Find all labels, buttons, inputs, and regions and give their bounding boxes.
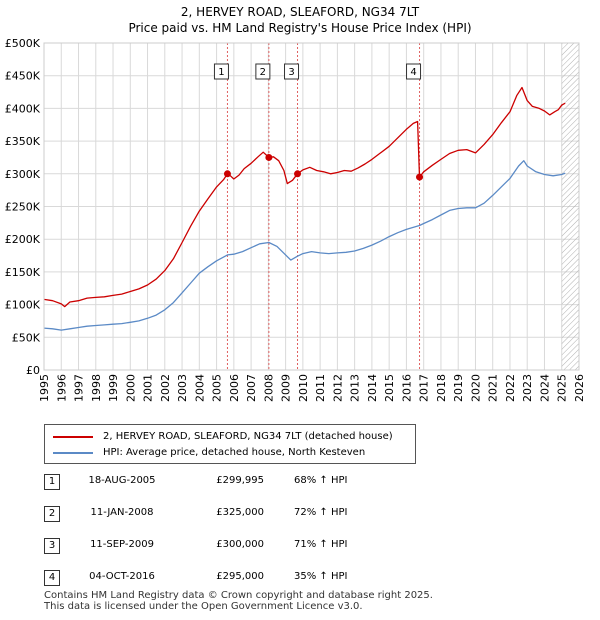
series-lines [43,86,566,331]
sale-number-badge: 4 [44,570,60,586]
x-tick-label: 2008 [262,374,275,402]
x-tick-label: 2022 [504,374,517,402]
sale-date: 11-SEP-2009 [90,539,154,550]
x-tick-label: 2023 [521,374,534,402]
sale-price: £299,995 [216,475,264,486]
x-tick-label: 2019 [452,374,465,402]
plot-frame [43,42,580,371]
sale-row: 3 11-SEP-2009 £300,000 71% ↑ HPI [44,536,404,556]
x-tick-label: 2005 [211,374,224,402]
x-tick-label: 2020 [469,374,482,402]
x-tick-label: 2013 [349,374,362,402]
series-line-hpi [43,160,566,331]
x-tick-label: 2017 [418,374,431,402]
sale-price: £325,000 [216,507,264,518]
x-tick-label: 2018 [435,374,448,402]
x-tick-label: 2011 [314,374,327,402]
sale-row: 1 18-AUG-2005 £299,995 68% ↑ HPI [44,472,404,492]
price-chart: 1 2 3 4 £0 £50K £100K £150K £200K £250K £300K £350… [5,37,586,402]
sale-labels: 1 2 3 4 [213,63,422,80]
sale-point [416,173,424,181]
sale-row: 4 04-OCT-2016 £295,000 35% ↑ HPI [44,568,404,588]
x-tick-label: 1997 [73,374,86,402]
sale-point [294,170,302,178]
x-tick-label: 2006 [228,374,241,402]
y-tick-label: £350K [5,135,41,148]
chart-title-line-1: 2, HERVEY ROAD, SLEAFORD, NG34 7LT [180,5,420,19]
hatched-region [561,43,579,370]
sale-date: 11-JAN-2008 [90,507,154,518]
x-tick-label: 1996 [55,374,68,402]
y-tick-label: £200K [5,233,41,246]
x-tick-label: 2000 [124,374,137,402]
sale-label-number: 4 [410,67,416,78]
footer-line-1: Contains HM Land Registry data © Crown c… [44,590,433,601]
footer-attribution: Contains HM Land Registry data © Crown c… [44,590,433,612]
legend-label-hpi: HPI: Average price, detached house, Nort… [103,447,366,458]
sale-price: £295,000 [216,571,264,582]
sale-hpi-change: 35% ↑ HPI [294,571,348,582]
x-tick-label: 2003 [176,374,189,402]
series-line-property [43,86,566,308]
sale-label-number: 3 [288,67,294,78]
x-tick-label: 2014 [366,374,379,402]
y-tick-label: £500K [5,37,41,50]
sale-number-badge: 3 [44,538,60,554]
x-tick-label: 1998 [90,374,103,402]
sale-point [223,170,231,178]
sale-hpi-change: 68% ↑ HPI [294,475,348,486]
legend-label-property: 2, HERVEY ROAD, SLEAFORD, NG34 7LT (deta… [103,431,393,442]
axes: £0 £50K £100K £150K £200K £250K £300K £350K £400… [5,37,586,402]
sale-price: £300,000 [216,539,264,550]
sale-date: 18-AUG-2005 [88,475,156,486]
sale-label-number: 1 [218,67,224,78]
x-tick-label: 2026 [573,374,586,402]
y-tick-label: £100K [5,299,41,312]
y-tick-label: £150K [5,266,41,279]
x-tick-label: 2015 [383,374,396,402]
x-tick-label: 2010 [297,374,310,402]
x-tick-label: 2002 [159,374,172,402]
sale-label-box [213,63,229,80]
sale-label-box [284,63,300,80]
x-tick-label: 1999 [107,374,120,402]
sale-points [223,153,424,181]
chart-title: 2, HERVEY ROAD, SLEAFORD, NG34 7LT Price… [0,4,600,36]
legend-swatch-property [53,436,93,438]
sale-number-badge: 2 [44,506,60,522]
y-tick-label: £250K [5,201,41,214]
x-tick-label: 2007 [245,374,258,402]
x-tick-label: 2009 [280,374,293,402]
y-tick-label: £50K [12,331,41,344]
grid [43,42,580,371]
sale-label-number: 2 [260,67,266,78]
forecast-hatch [561,43,579,370]
sale-marker-lines [226,43,421,370]
x-tick-label: 2012 [331,374,344,402]
y-tick-label: £400K [5,102,41,115]
y-tick-label: £450K [5,70,41,83]
x-tick-label: 1995 [38,374,51,402]
x-tick-label: 2001 [142,374,155,402]
sale-date: 04-OCT-2016 [89,571,155,582]
x-tick-label: 2016 [400,374,413,402]
sale-row: 2 11-JAN-2008 £325,000 72% ↑ HPI [44,504,404,524]
legend-swatch-hpi [53,452,93,454]
sale-label-box [406,63,422,80]
footer-line-2: This data is licensed under the Open Gov… [44,601,363,612]
legend: 2, HERVEY ROAD, SLEAFORD, NG34 7LT (deta… [44,424,416,464]
x-tick-label: 2024 [538,374,551,402]
x-tick-label: 2025 [556,374,569,402]
y-tick-label: £0 [26,364,40,377]
y-tick-label: £300K [5,168,41,181]
sale-point [265,153,273,161]
sale-hpi-change: 72% ↑ HPI [294,507,348,518]
x-tick-label: 2004 [193,374,206,402]
sale-hpi-change: 71% ↑ HPI [294,539,348,550]
x-tick-label: 2021 [487,374,500,402]
sale-label-box [255,63,271,80]
chart-title-line-2: Price paid vs. HM Land Registry's House … [128,21,472,35]
sale-number-badge: 1 [44,474,60,490]
